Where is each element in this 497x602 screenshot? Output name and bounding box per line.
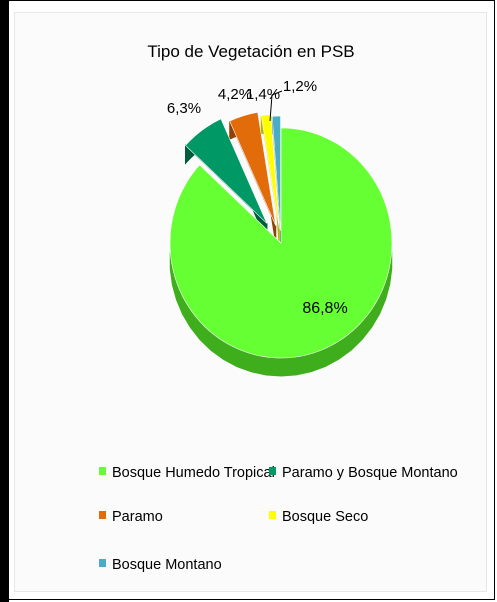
pie-slices xyxy=(169,111,393,359)
leader-line-1 xyxy=(269,90,283,122)
data-labels: 86,8% 6,3% 4,2%1,4% 1,2% xyxy=(167,78,348,317)
chart-area: Tipo de Vegetación en PSB 86,8% 6,3% 4,2% 1… xyxy=(14,12,487,592)
pie-chart: Tipo de Vegetación en PSB 86,8%6,3%4,2%1… xyxy=(99,42,458,573)
chart-legend: Bosque Humedo Tropical Paramo y Bosque Mo… xyxy=(99,465,458,573)
legend-label-5: Bosque Montano xyxy=(112,557,222,573)
pie-slice-1 xyxy=(169,127,393,359)
legend-item-3: Paramo xyxy=(99,509,163,525)
leader-lines xyxy=(269,90,283,122)
cropped-heading-fragment xyxy=(120,0,440,8)
legend-item-2: Paramo y Bosque Montano xyxy=(269,465,458,481)
legend-label-1: Bosque Humedo Tropical xyxy=(112,465,275,481)
legend-swatch-2 xyxy=(269,467,276,475)
legend-label-3: Paramo xyxy=(112,509,163,525)
left-border-bar xyxy=(0,0,9,602)
data-label-5: 1,2% xyxy=(283,78,317,95)
pie-slice-3 xyxy=(229,111,277,226)
chart-title: Tipo de Vegetación en PSB xyxy=(147,42,354,61)
legend-swatch-5 xyxy=(99,559,106,567)
legend-item-4: Bosque Seco xyxy=(269,509,368,525)
legend-item-5: Bosque Montano xyxy=(99,557,222,573)
legend-swatch-4 xyxy=(269,511,276,519)
legend-swatch-3 xyxy=(99,511,106,519)
legend-label-4: Bosque Seco xyxy=(282,509,368,525)
legend-swatch-1 xyxy=(99,467,106,475)
legend-item-1: Bosque Humedo Tropical xyxy=(99,465,275,481)
pie-slice-2 xyxy=(185,118,268,224)
data-label-1: 86,8% xyxy=(302,300,347,317)
data-label-4: 1,4% xyxy=(246,86,280,103)
legend-label-2: Paramo y Bosque Montano xyxy=(282,465,458,481)
data-label-2: 6,3% xyxy=(167,100,201,117)
data-label-3: 4,2% xyxy=(218,86,252,103)
pie-slice-5 xyxy=(271,115,281,232)
